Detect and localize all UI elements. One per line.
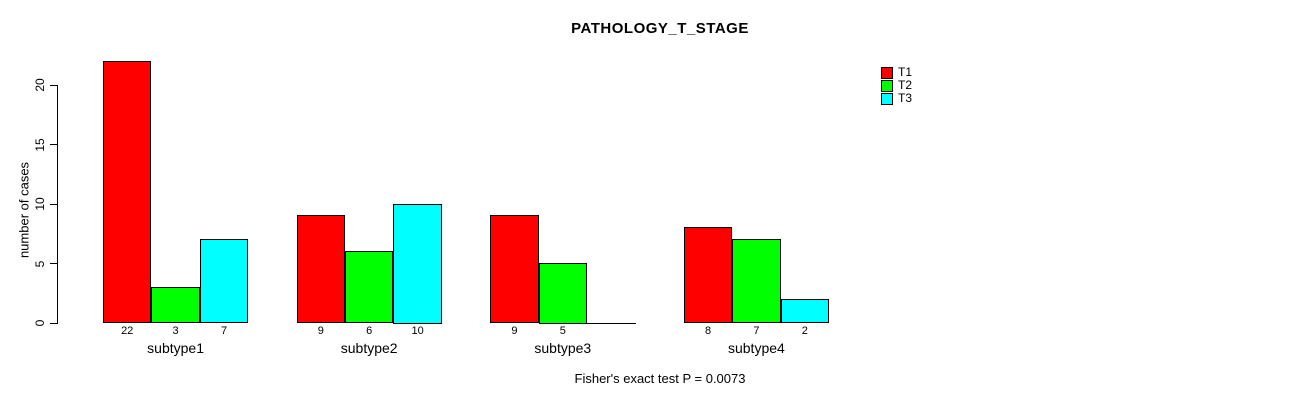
y-axis-tick	[50, 144, 57, 145]
y-axis-line	[57, 84, 58, 324]
y-axis-label: number of cases	[16, 161, 32, 259]
x-category-label: subtype4	[727, 340, 785, 356]
bar-value-label: 2	[801, 325, 808, 337]
bar-subtype4-T2	[732, 239, 781, 324]
bar-value-label: 7	[220, 325, 228, 337]
legend-item-T3: T3	[881, 92, 912, 105]
bar-subtype1-T3	[199, 239, 249, 324]
bar-subtype1-T2	[151, 286, 200, 324]
bar-value-label: 22	[121, 325, 134, 337]
y-axis-tick	[50, 84, 57, 86]
y-axis-tick	[50, 203, 57, 205]
bar-subtype4-T1	[683, 227, 733, 324]
x-category-label: subtype1	[147, 340, 205, 356]
bar-value-label: 5	[559, 325, 566, 337]
chart-title: PATHOLOGY_T_STAGE	[571, 20, 749, 37]
annotation-text: Fisher's exact test P = 0.0073	[574, 371, 746, 386]
legend-label: T2	[898, 78, 913, 92]
legend-label: T1	[898, 65, 913, 79]
bar-subtype1-T1	[103, 60, 152, 324]
y-tick-label: 20	[33, 78, 47, 92]
legend-color-swatch	[881, 92, 893, 105]
legend: T1 T2 T3	[881, 66, 912, 105]
bar-subtype3-T3	[587, 322, 637, 324]
bar-subtype2-T3	[393, 203, 442, 324]
bar-value-label: 6	[366, 325, 373, 337]
legend-label: T3	[898, 91, 913, 105]
legend-color-swatch	[881, 66, 893, 79]
bar-subtype3-T1	[490, 215, 539, 324]
y-tick-label: 5	[33, 260, 47, 267]
bar-subtype2-T2	[345, 251, 394, 324]
bar-value-label: 10	[411, 325, 424, 337]
x-category-label: subtype3	[534, 340, 592, 356]
legend-color-swatch	[881, 79, 893, 92]
legend-item-T2: T2	[881, 79, 912, 92]
bar-subtype4-T3	[780, 298, 829, 324]
bar-value-label: 7	[753, 325, 760, 337]
y-axis-tick	[50, 263, 57, 264]
y-tick-label: 15	[33, 137, 47, 152]
bar-subtype2-T1	[296, 215, 345, 324]
bar-value-label: 8	[704, 325, 712, 337]
x-category-label: subtype2	[340, 340, 398, 356]
legend-item-T1: T1	[881, 66, 912, 79]
bar-value-label: 9	[317, 325, 324, 337]
bar-subtype3-T2	[538, 263, 587, 324]
y-axis-tick	[50, 322, 57, 324]
bar-value-label: 9	[511, 325, 518, 337]
y-tick-label: 10	[33, 197, 47, 211]
bar-value-label: 3	[172, 325, 179, 337]
y-tick-label: 0	[33, 319, 47, 327]
